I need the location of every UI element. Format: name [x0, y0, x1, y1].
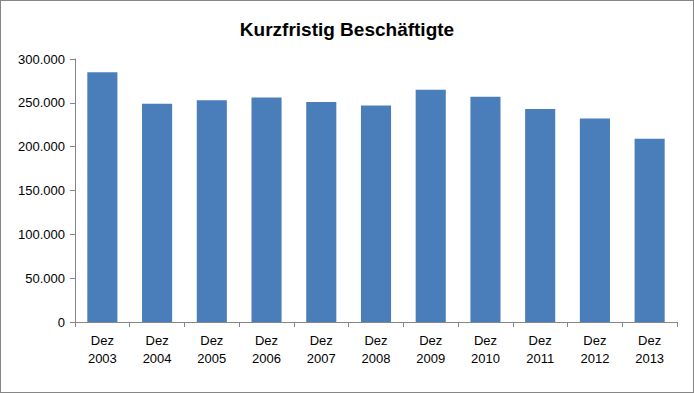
svg-text:2013: 2013: [635, 351, 664, 366]
svg-text:2005: 2005: [197, 351, 226, 366]
svg-text:Dez: Dez: [255, 333, 278, 348]
svg-text:300.000: 300.000: [18, 52, 65, 67]
svg-text:Dez: Dez: [364, 333, 387, 348]
svg-text:Dez: Dez: [91, 333, 114, 348]
svg-text:100.000: 100.000: [18, 227, 65, 242]
svg-text:Kurzfristig Beschäftigte: Kurzfristig Beschäftigte: [240, 19, 454, 40]
svg-text:Dez: Dez: [474, 333, 497, 348]
svg-text:Dez: Dez: [583, 333, 606, 348]
svg-text:Dez: Dez: [310, 333, 333, 348]
svg-text:250.000: 250.000: [18, 95, 65, 110]
svg-text:200.000: 200.000: [18, 139, 65, 154]
svg-text:Dez: Dez: [529, 333, 552, 348]
svg-text:Dez: Dez: [200, 333, 223, 348]
svg-text:2012: 2012: [580, 351, 609, 366]
svg-text:2010: 2010: [471, 351, 500, 366]
svg-text:Dez: Dez: [638, 333, 661, 348]
svg-text:50.000: 50.000: [25, 271, 65, 286]
svg-text:Dez: Dez: [419, 333, 442, 348]
svg-text:2006: 2006: [252, 351, 281, 366]
svg-text:150.000: 150.000: [18, 183, 65, 198]
svg-text:2007: 2007: [307, 351, 336, 366]
svg-text:2003: 2003: [88, 351, 117, 366]
svg-text:2011: 2011: [526, 351, 554, 366]
svg-text:0: 0: [58, 315, 65, 330]
svg-text:2009: 2009: [416, 351, 445, 366]
svg-text:2004: 2004: [143, 351, 172, 366]
svg-text:Dez: Dez: [146, 333, 169, 348]
svg-text:2008: 2008: [362, 351, 391, 366]
